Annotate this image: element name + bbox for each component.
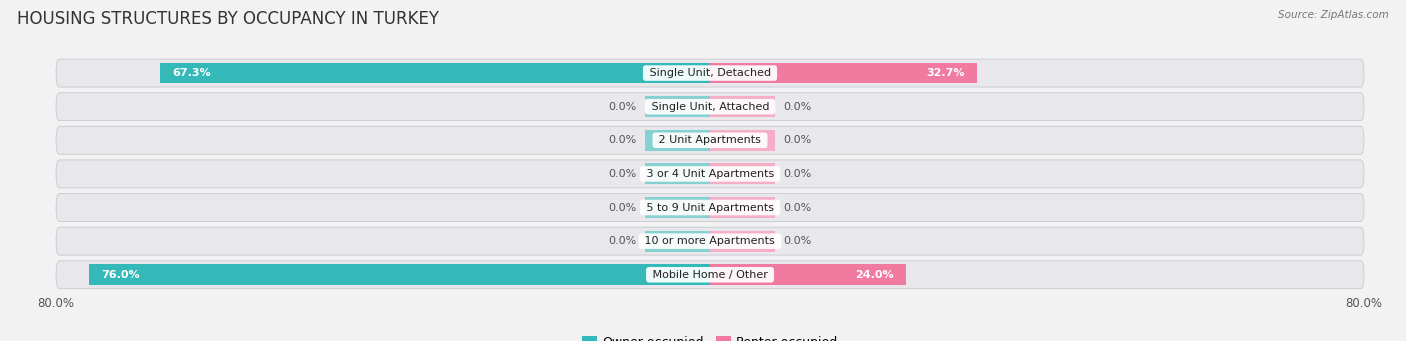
Legend: Owner-occupied, Renter-occupied: Owner-occupied, Renter-occupied (576, 331, 844, 341)
Text: 3 or 4 Unit Apartments: 3 or 4 Unit Apartments (643, 169, 778, 179)
FancyBboxPatch shape (56, 59, 1364, 87)
Text: 0.0%: 0.0% (609, 135, 637, 145)
Bar (160, 63, 710, 84)
Bar (710, 197, 776, 218)
FancyBboxPatch shape (56, 227, 1364, 255)
Bar (644, 197, 710, 218)
Bar (644, 96, 710, 117)
Text: 67.3%: 67.3% (173, 68, 211, 78)
Text: 0.0%: 0.0% (609, 236, 637, 246)
Bar (89, 264, 710, 285)
Bar (644, 231, 710, 252)
Text: Single Unit, Detached: Single Unit, Detached (645, 68, 775, 78)
Text: Source: ZipAtlas.com: Source: ZipAtlas.com (1278, 10, 1389, 20)
Bar (710, 63, 977, 84)
Text: 0.0%: 0.0% (783, 102, 811, 112)
Text: 0.0%: 0.0% (609, 203, 637, 212)
Text: 5 to 9 Unit Apartments: 5 to 9 Unit Apartments (643, 203, 778, 212)
Text: 0.0%: 0.0% (783, 236, 811, 246)
Bar (644, 130, 710, 151)
Text: 76.0%: 76.0% (101, 270, 139, 280)
Text: 2 Unit Apartments: 2 Unit Apartments (655, 135, 765, 145)
Text: Single Unit, Attached: Single Unit, Attached (648, 102, 772, 112)
Text: 0.0%: 0.0% (609, 102, 637, 112)
FancyBboxPatch shape (56, 93, 1364, 121)
Text: 0.0%: 0.0% (783, 203, 811, 212)
Text: 0.0%: 0.0% (783, 169, 811, 179)
Bar (710, 96, 776, 117)
FancyBboxPatch shape (56, 160, 1364, 188)
FancyBboxPatch shape (56, 261, 1364, 289)
Text: 10 or more Apartments: 10 or more Apartments (641, 236, 779, 246)
Bar (710, 130, 776, 151)
Text: HOUSING STRUCTURES BY OCCUPANCY IN TURKEY: HOUSING STRUCTURES BY OCCUPANCY IN TURKE… (17, 10, 439, 28)
Bar (710, 163, 776, 184)
FancyBboxPatch shape (56, 126, 1364, 154)
Text: 32.7%: 32.7% (927, 68, 965, 78)
Text: Mobile Home / Other: Mobile Home / Other (648, 270, 772, 280)
Text: 0.0%: 0.0% (783, 135, 811, 145)
FancyBboxPatch shape (56, 194, 1364, 222)
Text: 24.0%: 24.0% (855, 270, 894, 280)
Bar (710, 231, 776, 252)
Bar (644, 163, 710, 184)
Text: 0.0%: 0.0% (609, 169, 637, 179)
Bar (710, 264, 905, 285)
